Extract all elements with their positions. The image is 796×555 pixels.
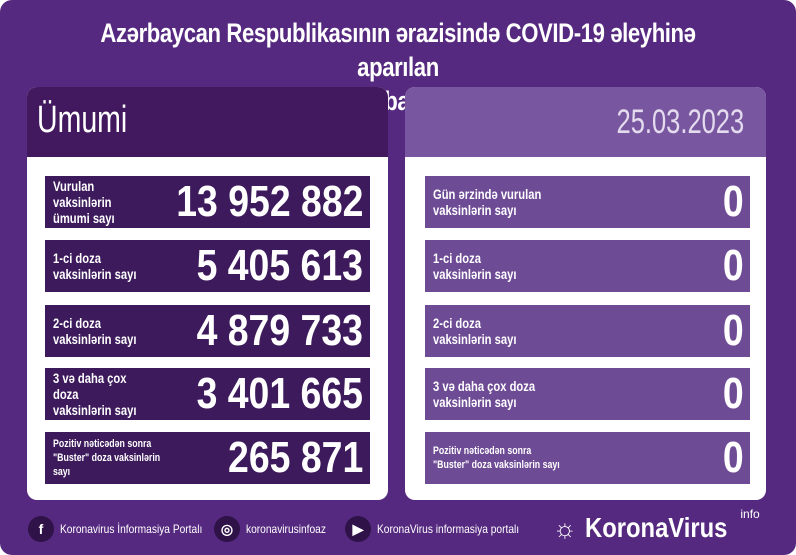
koronavirus-logo: ☼ KoronaVirus info	[553, 507, 760, 543]
instagram-link[interactable]: ◎ koronavirusinfoaz	[214, 516, 340, 542]
stat-row: Gün ərzində vurulan vaksinlərin sayı 0	[425, 176, 750, 228]
total-header: Ümumi	[27, 87, 388, 157]
facebook-link[interactable]: f Koronavirus İnformasiya Portalı	[28, 516, 227, 542]
stat-row: Pozitiv nəticədən sonra "Buster" doza va…	[425, 432, 750, 484]
youtube-link[interactable]: ▶ KoronaVirus informasiya portalı	[345, 516, 544, 542]
instagram-icon: ◎	[214, 516, 240, 542]
facebook-icon: f	[28, 516, 54, 542]
daily-panel: 25.03.2023 Gün ərzində vurulan vaksinlər…	[405, 87, 766, 500]
stat-row: Vurulan vaksinlərin ümumi sayı 13 952 882	[45, 176, 370, 228]
sun-virus-icon: ☼	[553, 512, 577, 543]
total-panel: Ümumi Vurulan vaksinlərin ümumi sayı 13 9…	[27, 87, 388, 500]
youtube-icon: ▶	[345, 516, 371, 542]
stat-row: 1-ci doza vaksinlərin sayı 5 405 613	[45, 240, 370, 292]
date-header: 25.03.2023	[405, 87, 766, 157]
stat-row: 3 və daha çox doza vaksinlərin sayı 0	[425, 368, 750, 420]
footer: f Koronavirus İnformasiya Portalı ◎ korona…	[0, 507, 796, 548]
stat-row: 2-ci doza vaksinlərin sayı 4 879 733	[45, 305, 370, 357]
stat-row: 3 və daha çox doza vaksinlərin sayı 3 401…	[45, 368, 370, 420]
stat-row: 2-ci doza vaksinlərin sayı 0	[425, 305, 750, 357]
stat-row: 1-ci doza vaksinlərin sayı 0	[425, 240, 750, 292]
stat-row: Pozitiv nəticədən sonra "Buster" doza va…	[45, 432, 370, 484]
